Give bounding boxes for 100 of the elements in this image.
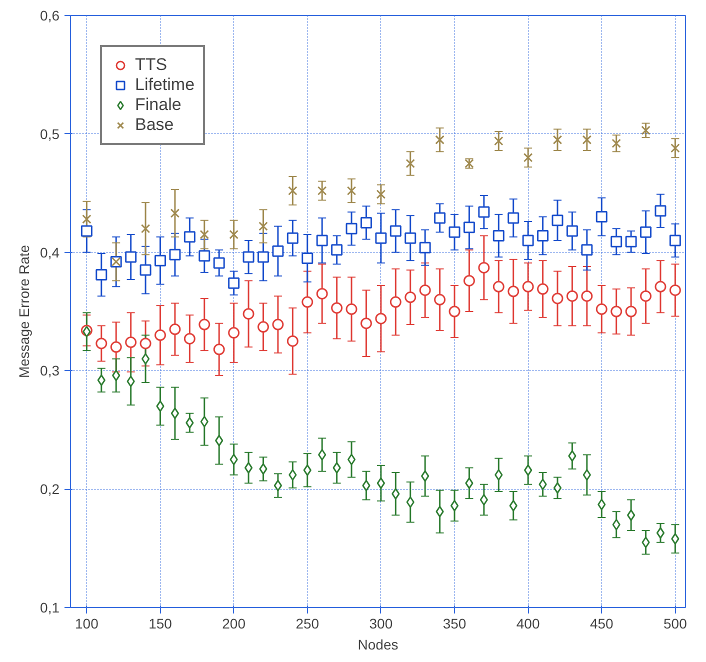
point	[494, 136, 504, 146]
point	[110, 341, 122, 353]
point	[375, 232, 387, 244]
point	[126, 376, 135, 388]
y-tick-label: 0,2	[40, 481, 60, 498]
point	[568, 450, 576, 462]
point	[170, 208, 180, 218]
point	[566, 225, 578, 237]
point	[257, 251, 269, 263]
point	[390, 225, 402, 237]
x-tick-label: 350	[442, 616, 466, 632]
legend-label: Finale	[135, 95, 182, 115]
point	[259, 463, 268, 475]
point	[125, 336, 137, 348]
point	[537, 283, 549, 295]
point	[215, 434, 224, 446]
point	[448, 306, 460, 318]
point	[582, 135, 592, 144]
point	[537, 230, 549, 242]
point	[435, 135, 444, 144]
x-tick-label: 150	[148, 616, 172, 632]
point	[346, 186, 356, 196]
y-tick-label: 0,6	[40, 8, 60, 24]
point	[404, 292, 416, 304]
point	[523, 152, 533, 162]
point	[228, 277, 240, 289]
point	[331, 244, 343, 256]
x-tick-label: 450	[590, 616, 614, 632]
point	[228, 327, 240, 339]
y-tick-label: 0,4	[40, 244, 60, 260]
point	[654, 205, 666, 217]
point	[272, 318, 284, 330]
point	[492, 230, 504, 242]
point	[581, 290, 593, 302]
point	[626, 509, 636, 521]
point	[610, 236, 622, 248]
point	[302, 252, 314, 264]
point	[347, 454, 356, 466]
point	[508, 212, 520, 224]
point	[376, 190, 386, 199]
point	[640, 290, 652, 302]
point	[610, 306, 622, 318]
point	[97, 374, 106, 386]
point	[242, 308, 254, 320]
x-tick-label: 400	[516, 616, 540, 632]
x-tick-label: 300	[369, 616, 393, 632]
point	[184, 332, 196, 344]
point	[286, 232, 298, 244]
point	[242, 251, 254, 263]
point	[213, 344, 225, 356]
point	[317, 186, 327, 196]
legend-label: Base	[135, 115, 174, 135]
point	[596, 303, 608, 315]
point	[494, 469, 503, 481]
point	[612, 138, 621, 148]
point	[198, 250, 210, 262]
point	[332, 462, 341, 474]
point	[140, 224, 150, 234]
point	[448, 226, 460, 238]
point	[213, 257, 225, 269]
y-axis-title: Message Errore Rate	[16, 244, 32, 378]
point	[200, 230, 210, 240]
point	[552, 214, 564, 226]
y-tick-label: 0,1	[40, 600, 60, 616]
point	[654, 280, 666, 292]
point	[392, 488, 400, 500]
x-tick-label: 100	[75, 616, 99, 632]
point	[625, 306, 637, 318]
point	[376, 477, 386, 489]
point	[404, 232, 416, 244]
point	[156, 400, 164, 412]
point	[303, 464, 312, 476]
point	[406, 496, 414, 508]
point	[552, 135, 562, 144]
point	[669, 234, 681, 246]
point	[492, 280, 504, 292]
point	[96, 338, 108, 350]
point	[566, 290, 578, 302]
point	[553, 482, 562, 494]
point	[346, 303, 358, 315]
point	[169, 324, 181, 335]
point	[362, 480, 370, 492]
point	[140, 264, 152, 276]
point	[360, 318, 372, 330]
point	[82, 214, 92, 224]
point	[670, 143, 680, 153]
point	[200, 416, 208, 428]
point	[596, 211, 608, 223]
point	[419, 284, 431, 296]
point	[480, 494, 488, 506]
x-tick-label: 500	[664, 616, 688, 632]
point	[508, 286, 520, 298]
point	[478, 206, 490, 218]
point	[318, 449, 326, 461]
legend-label: TTS	[135, 55, 168, 75]
point	[390, 296, 402, 308]
point	[612, 518, 620, 530]
point	[184, 231, 196, 243]
x-tick-label: 250	[296, 616, 320, 632]
point	[509, 500, 518, 512]
